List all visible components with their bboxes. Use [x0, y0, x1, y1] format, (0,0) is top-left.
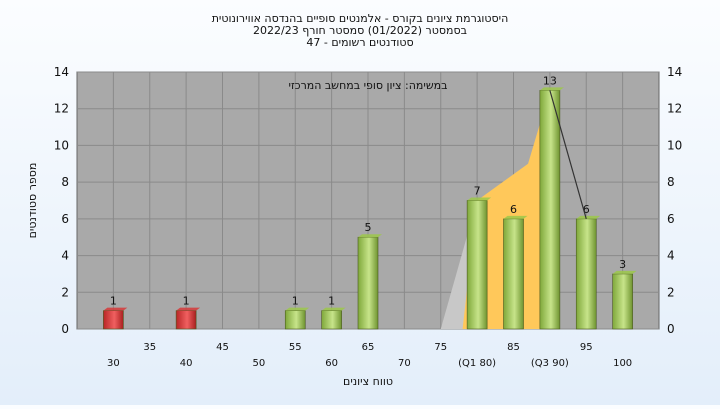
bar [466, 200, 488, 330]
y-tick-label-left: 4 [61, 249, 69, 263]
y-tick-label-right: 0 [667, 322, 675, 336]
bar-value-label: 3 [619, 258, 626, 271]
line [549, 90, 587, 220]
x-axis-ticks: 30 35 40 45 50 55 60 65 70 75 (Q1 80) 85 (Q3 90) 95 10… [107, 342, 632, 369]
y-tick-label-right: 8 [667, 175, 675, 189]
x-tick-label: 65 [362, 342, 375, 353]
bars: 1 1 1 1 5 7 6 13 6 3 [103, 74, 637, 330]
x-tick-label: 30 [107, 358, 120, 369]
bar-value-label: 1 [328, 295, 335, 308]
chart-annotation: במשימה: ציון סופי במחשב המרכזי [288, 79, 447, 92]
x-tick-label: 40 [180, 358, 193, 369]
x-tick-label: 45 [216, 342, 229, 353]
chart-title: היסטוגרמת ציונים בקורס - אלמנטים סופיים … [212, 12, 509, 49]
y-axis-label: מספר סטודנטים [26, 163, 39, 239]
bar-value-label: 1 [183, 295, 190, 308]
y-tick-label-left: 2 [61, 285, 69, 299]
y-tick-label-right: 4 [667, 249, 675, 263]
y-tick-label-left: 6 [61, 212, 69, 226]
bar [357, 236, 379, 330]
bar-value-label: 1 [110, 295, 117, 308]
bar [539, 90, 561, 330]
bar-value-label: 1 [292, 295, 299, 308]
y-axis-left-ticks: 0 2 4 6 8 10 12 14 [54, 65, 69, 336]
x-tick-label: 60 [325, 358, 338, 369]
x-tick-label: 85 [507, 342, 520, 353]
line-series [549, 90, 587, 220]
bar [503, 218, 524, 330]
x-tick-label: 70 [398, 358, 411, 369]
title-line: היסטוגרמת ציונים בקורס - אלמנטים סופיים … [212, 12, 509, 25]
y-tick-label-left: 12 [54, 102, 69, 116]
x-tick-label: 35 [143, 342, 156, 353]
title-line: בסמסטר (01/2022) סמסטר חורף 2022/23 [253, 24, 467, 37]
x-tick-label: (Q3 90) [531, 358, 569, 369]
x-tick-label: (Q1 80) [458, 358, 496, 369]
x-axis-label: טווח ציונים [343, 375, 393, 388]
bar [175, 310, 197, 330]
x-tick-label: 50 [253, 358, 266, 369]
x-tick-label: 95 [580, 342, 593, 353]
y-tick-label-right: 12 [667, 102, 682, 116]
x-tick-label: 100 [613, 358, 632, 369]
y-tick-label-right: 2 [667, 285, 675, 299]
bar-top [576, 215, 601, 219]
x-tick-label: 55 [289, 342, 302, 353]
y-tick-label-left: 14 [54, 65, 69, 79]
y-tick-label-right: 6 [667, 212, 675, 226]
y-tick-label-right: 10 [667, 138, 682, 152]
bar-value-label: 7 [474, 185, 481, 198]
bar-value-label: 13 [543, 74, 557, 87]
bar-top [285, 307, 310, 311]
bar-top [358, 234, 382, 238]
bar-value-label: 6 [510, 203, 517, 216]
y-tick-label-left: 10 [54, 138, 69, 152]
bar [284, 310, 306, 330]
bar-top [612, 270, 637, 274]
bar-top [467, 197, 492, 201]
bar-top [103, 307, 128, 311]
bar-value-label: 6 [583, 203, 590, 216]
bar [321, 310, 342, 330]
bar-top [176, 307, 201, 311]
y-axis-right-ticks: 0 2 4 6 8 10 12 14 [667, 65, 682, 336]
bar-value-label: 5 [365, 221, 372, 234]
bar [575, 218, 597, 330]
y-tick-label-left: 0 [61, 322, 69, 336]
y-tick-label-left: 8 [61, 175, 69, 189]
bar-top [321, 307, 346, 311]
x-tick-label: 75 [434, 342, 447, 353]
bar [612, 273, 633, 330]
bar-top [539, 87, 564, 91]
bar [103, 310, 124, 330]
y-tick-label-right: 14 [667, 65, 682, 79]
title-line: סטודנטים רשומים - 47 [306, 36, 413, 49]
bar-top [503, 215, 528, 219]
